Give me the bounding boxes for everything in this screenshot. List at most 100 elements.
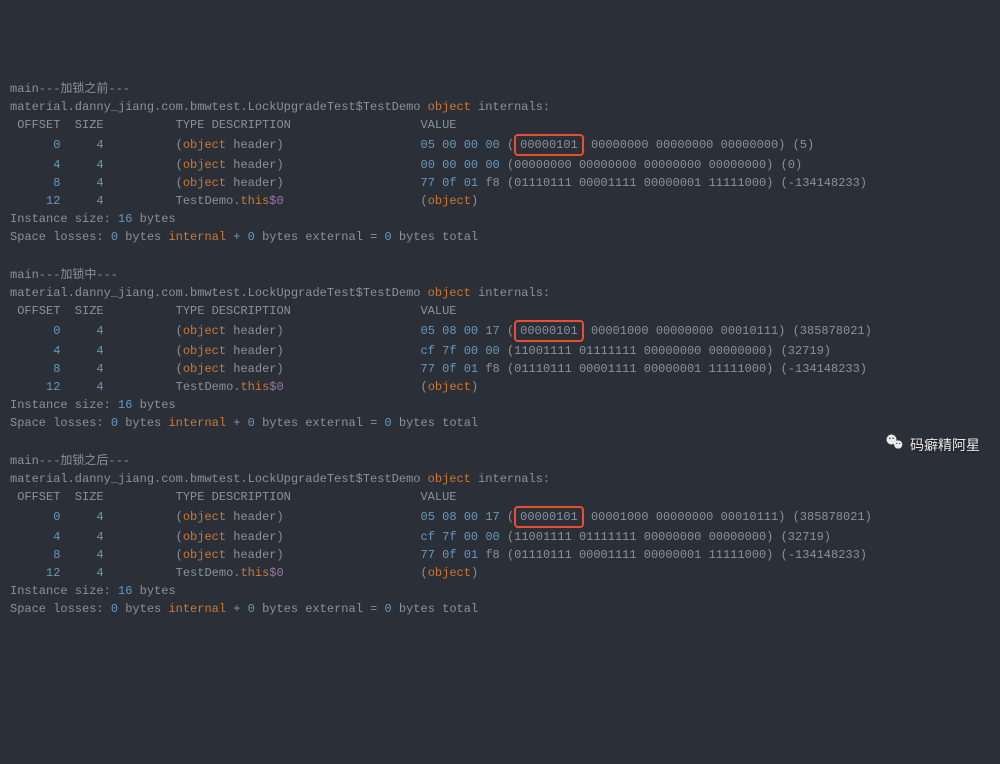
this-suffix: $0 [269, 194, 283, 208]
class-path: material.danny_jiang.com.bmwtest.LockUpg… [10, 100, 428, 114]
section: main---加锁之后--- material.danny_jiang.com.… [10, 452, 990, 636]
header-word: header) [226, 176, 284, 190]
loss-total-unit: bytes total [392, 416, 478, 430]
testdemo-label: TestDemo. [176, 380, 241, 394]
loss-external-val: 0 [248, 230, 255, 244]
space-losses-label: Space losses: [10, 602, 111, 616]
paren: ( [104, 138, 183, 152]
instance-size-value: 16 [118, 584, 132, 598]
testdemo-label: TestDemo. [176, 566, 241, 580]
loss-total-val: 0 [385, 416, 392, 430]
sp [500, 344, 507, 358]
paren: ( [104, 176, 183, 190]
instance-size-value: 16 [118, 212, 132, 226]
bits-rest: 00001000 00000000 00010111) [584, 510, 786, 524]
header-word: header) [226, 548, 284, 562]
loss-external-unit: bytes external = [255, 602, 385, 616]
paren: ) [471, 194, 478, 208]
this-suffix: $0 [269, 566, 283, 580]
size-cell: 4 [60, 138, 103, 152]
decimal-tail: (-134148233) [773, 176, 867, 190]
decimal-tail: (385878021) [785, 324, 871, 338]
paren: ( [104, 324, 183, 338]
decimal-tail: (-134148233) [773, 548, 867, 562]
table-header: OFFSET SIZE TYPE DESCRIPTION VALUE [10, 490, 456, 504]
paren: ( [104, 158, 183, 172]
table-header: OFFSET SIZE TYPE DESCRIPTION VALUE [10, 304, 456, 318]
decimal-tail: (385878021) [785, 510, 871, 524]
header-word: header) [226, 530, 284, 544]
pad [104, 194, 176, 208]
internals-label: internals: [471, 472, 550, 486]
instance-size-label: Instance size: [10, 584, 118, 598]
paren: ( [421, 566, 428, 580]
hex-bytes: 05 08 00 17 [421, 324, 500, 338]
watermark: 码癖精阿星 [868, 411, 980, 479]
object-keyword: object [183, 324, 226, 338]
sp [500, 158, 507, 172]
wechat-icon [868, 411, 904, 479]
object-keyword: object [428, 286, 471, 300]
offset-cell: 12 [10, 380, 60, 394]
pad [104, 566, 176, 580]
class-path: material.danny_jiang.com.bmwtest.LockUpg… [10, 472, 428, 486]
paren: ( [104, 548, 183, 562]
section-title: main---加锁之前--- [10, 82, 130, 96]
hex-bytes: 77 0f 01 [421, 548, 479, 562]
hex-bytes: 77 0f 01 [421, 362, 479, 376]
plus: + [226, 230, 248, 244]
highlighted-bits: 00000101 [514, 134, 584, 156]
loss-internal-unit: bytes [118, 416, 168, 430]
pad [284, 530, 421, 544]
pad [284, 362, 421, 376]
loss-total-val: 0 [385, 602, 392, 616]
size-cell: 4 [60, 158, 103, 172]
size-cell: 4 [60, 380, 103, 394]
sp [500, 548, 507, 562]
bits-rest: (11001111 01111111 00000000 00000000) [507, 530, 773, 544]
bits-rest: 00001000 00000000 00010111) [584, 324, 786, 338]
loss-total-unit: bytes total [392, 602, 478, 616]
this-suffix: $0 [269, 380, 283, 394]
pad [284, 510, 421, 524]
highlighted-bits: 00000101 [514, 506, 584, 528]
hex-bytes-2: f8 [485, 176, 499, 190]
sp [500, 176, 507, 190]
instance-size-label: Instance size: [10, 398, 118, 412]
paren: ( [104, 510, 183, 524]
pad [284, 566, 421, 580]
section: main---加锁中--- material.danny_jiang.com.b… [10, 266, 990, 450]
section-title: main---加锁之后--- [10, 454, 130, 468]
sp [500, 138, 507, 152]
header-word: header) [226, 158, 284, 172]
loss-total-unit: bytes total [392, 230, 478, 244]
object-keyword: object [428, 566, 471, 580]
bits-rest: (01110111 00001111 00000001 11111000) [507, 176, 773, 190]
hex-bytes: 05 00 00 00 [421, 138, 500, 152]
paren: ( [507, 138, 514, 152]
paren: ( [104, 344, 183, 358]
hex-bytes: 77 0f 01 [421, 176, 479, 190]
decimal-tail: (0) [773, 158, 802, 172]
class-path: material.danny_jiang.com.bmwtest.LockUpg… [10, 286, 428, 300]
bits-rest: (11001111 01111111 00000000 00000000) [507, 344, 773, 358]
header-word: header) [226, 138, 284, 152]
instance-size-value: 16 [118, 398, 132, 412]
this-keyword: this [240, 194, 269, 208]
size-cell: 4 [60, 324, 103, 338]
offset-cell: 0 [10, 138, 60, 152]
paren: ( [507, 324, 514, 338]
offset-cell: 4 [10, 344, 60, 358]
object-keyword: object [183, 138, 226, 152]
pad [284, 344, 421, 358]
highlighted-bits: 00000101 [514, 320, 584, 342]
header-word: header) [226, 362, 284, 376]
object-keyword: object [183, 344, 226, 358]
hex-bytes: 00 00 00 00 [421, 158, 500, 172]
loss-internal-val: 0 [111, 416, 118, 430]
space-losses-label: Space losses: [10, 416, 111, 430]
hex-bytes: 05 08 00 17 [421, 510, 500, 524]
bits-rest: (00000000 00000000 00000000 00000000) [507, 158, 773, 172]
loss-total-val: 0 [385, 230, 392, 244]
object-keyword: object [183, 548, 226, 562]
